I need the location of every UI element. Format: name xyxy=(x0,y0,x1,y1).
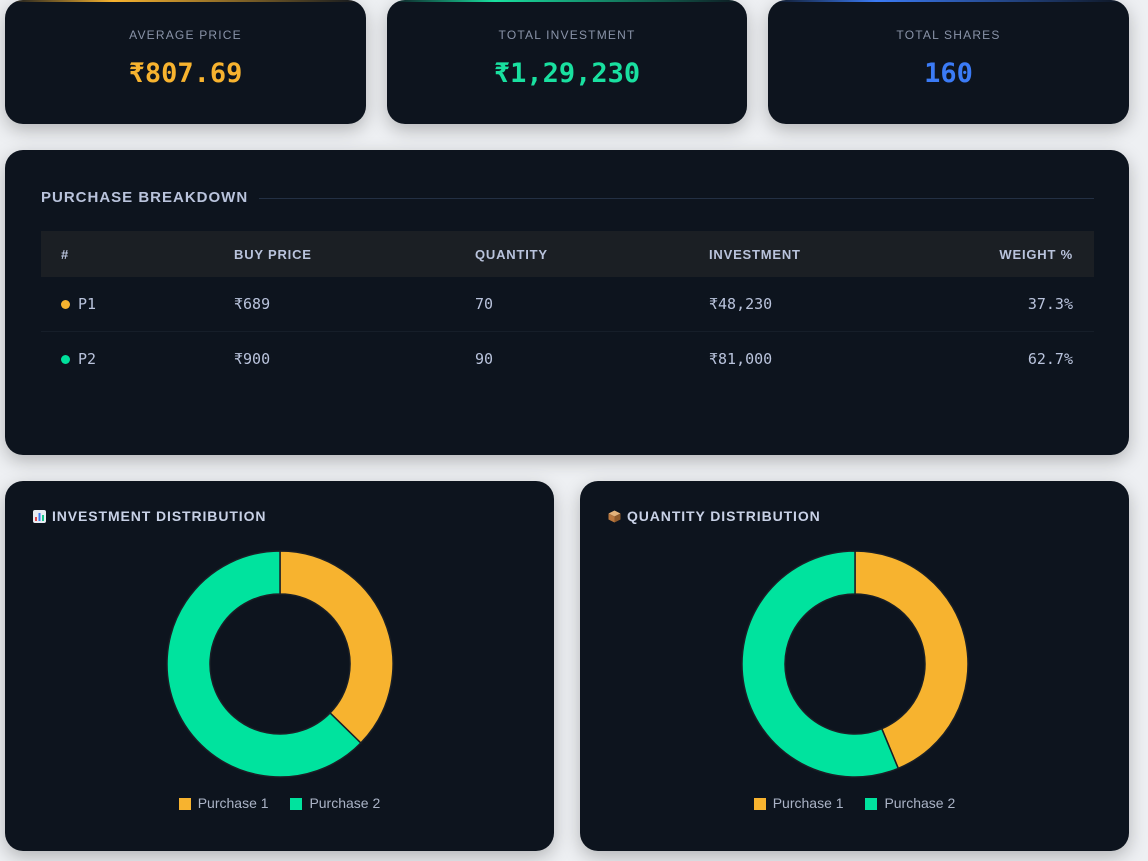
purchase-id-cell: P1 xyxy=(41,277,214,332)
stat-accent-bar xyxy=(5,0,366,2)
buy-price-cell: ₹900 xyxy=(234,350,271,368)
legend-swatch xyxy=(178,798,191,810)
stat-value: 160 xyxy=(924,58,973,89)
section-title: PURCHASE BREAKDOWN xyxy=(41,189,249,206)
purchase-table: # BUY PRICE QUANTITY INVESTMENT WEIGHT %… xyxy=(41,231,1094,386)
donut-chart xyxy=(741,550,969,778)
bar-chart-icon xyxy=(33,510,46,523)
stat-label: TOTAL SHARES xyxy=(896,28,1001,42)
column-header: BUY PRICE xyxy=(214,231,455,277)
legend-label: Purchase 1 xyxy=(772,795,844,811)
table-row: P2 ₹900 90 ₹81,000 62.7% xyxy=(41,332,1094,387)
purchase-breakdown-panel: PURCHASE BREAKDOWN # BUY PRICE QUANTITY … xyxy=(5,150,1129,455)
stat-accent-bar xyxy=(768,0,1129,2)
donut-slice-2[interactable] xyxy=(166,550,362,778)
column-header: QUANTITY xyxy=(455,231,689,277)
donut-chart xyxy=(166,550,394,778)
chart-title: QUANTITY DISTRIBUTION xyxy=(608,508,821,524)
weight-cell: 37.3% xyxy=(941,277,1094,332)
stat-value: ₹1,29,230 xyxy=(493,58,641,89)
purchase-id: P2 xyxy=(78,350,97,368)
stat-accent-bar xyxy=(387,0,747,2)
table-header-row: # BUY PRICE QUANTITY INVESTMENT WEIGHT % xyxy=(41,231,1094,277)
column-header: INVESTMENT xyxy=(689,231,941,277)
legend-label: Purchase 2 xyxy=(309,795,381,811)
column-header: # xyxy=(41,231,214,277)
donut-slice-2[interactable] xyxy=(741,550,900,778)
column-header: WEIGHT % xyxy=(941,231,1094,277)
legend-swatch xyxy=(753,798,766,810)
purchase-id-cell: P2 xyxy=(41,332,214,387)
legend-label: Purchase 1 xyxy=(197,795,269,811)
legend-swatch xyxy=(865,798,878,810)
stat-card-total-shares: TOTAL SHARES 160 xyxy=(768,0,1129,124)
chart-title-text: INVESTMENT DISTRIBUTION xyxy=(52,508,267,524)
legend-item-purchase-2[interactable]: Purchase 2 xyxy=(290,795,380,811)
quantity-cell: 90 xyxy=(475,350,494,368)
stat-card-average-price: AVERAGE PRICE ₹807.69 xyxy=(5,0,366,124)
chart-title-text: QUANTITY DISTRIBUTION xyxy=(627,508,821,524)
stat-label: TOTAL INVESTMENT xyxy=(498,28,636,42)
legend-item-purchase-1[interactable]: Purchase 1 xyxy=(753,795,844,811)
chart-legend: Purchase 1 Purchase 2 xyxy=(580,795,1129,811)
purchase-id: P1 xyxy=(78,295,97,313)
donut-slice-1[interactable] xyxy=(279,550,394,745)
chart-legend: Purchase 1 Purchase 2 xyxy=(5,795,554,811)
legend-swatch xyxy=(290,798,303,810)
investment-cell: ₹48,230 xyxy=(689,277,941,332)
donut-slice-1[interactable] xyxy=(854,550,969,770)
weight-cell: 62.7% xyxy=(1027,350,1073,368)
legend-item-purchase-1[interactable]: Purchase 1 xyxy=(178,795,269,811)
package-icon xyxy=(608,510,621,523)
buy-price-cell: ₹689 xyxy=(214,277,455,332)
stat-label: AVERAGE PRICE xyxy=(129,28,242,42)
status-dot xyxy=(61,300,70,309)
quantity-distribution-card: QUANTITY DISTRIBUTION Purchase 1 Purchas… xyxy=(580,481,1129,851)
table-row: P1 ₹689 70 ₹48,230 37.3% xyxy=(41,277,1094,332)
stat-card-total-investment: TOTAL INVESTMENT ₹1,29,230 xyxy=(387,0,747,124)
quantity-cell: 70 xyxy=(455,277,689,332)
title-divider xyxy=(259,198,1094,199)
investment-cell: ₹81,000 xyxy=(709,350,773,368)
investment-distribution-card: INVESTMENT DISTRIBUTION Purchase 1 Purch… xyxy=(5,481,554,851)
legend-item-purchase-2[interactable]: Purchase 2 xyxy=(865,795,955,811)
stat-value: ₹807.69 xyxy=(128,58,243,89)
status-dot xyxy=(61,355,70,364)
chart-title: INVESTMENT DISTRIBUTION xyxy=(33,508,266,524)
legend-label: Purchase 2 xyxy=(884,795,956,811)
